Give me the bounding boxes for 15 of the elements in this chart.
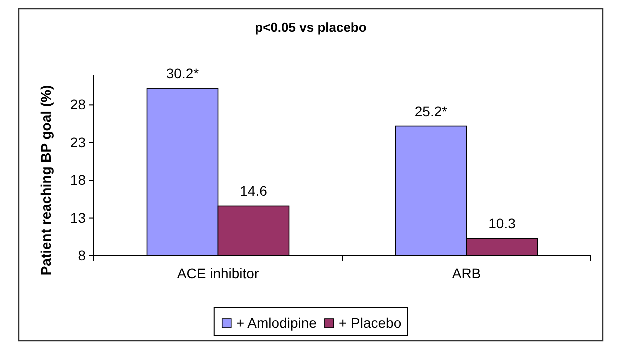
- x-tick-label: ACE inhibitor: [177, 266, 260, 282]
- legend-label: + Amlodipine: [236, 315, 318, 331]
- data-label: 14.6: [240, 183, 268, 200]
- y-tick-label: 28: [70, 96, 86, 113]
- chart-title: p<0.05 vs placebo: [255, 20, 367, 35]
- y-tick-label: 8: [78, 247, 86, 264]
- data-label: 10.3: [488, 216, 516, 232]
- y-tick-label: 13: [70, 210, 86, 226]
- data-label: 25.2*: [414, 103, 448, 120]
- data-label: 30.2*: [166, 66, 200, 82]
- y-tick-label: 18: [70, 172, 86, 188]
- y-axis-title: Patient reaching BP goal (%): [38, 85, 54, 276]
- x-tick-label: ARB: [452, 266, 482, 282]
- y-tick-label: 23: [70, 134, 86, 150]
- legend-label: + Placebo: [338, 315, 402, 331]
